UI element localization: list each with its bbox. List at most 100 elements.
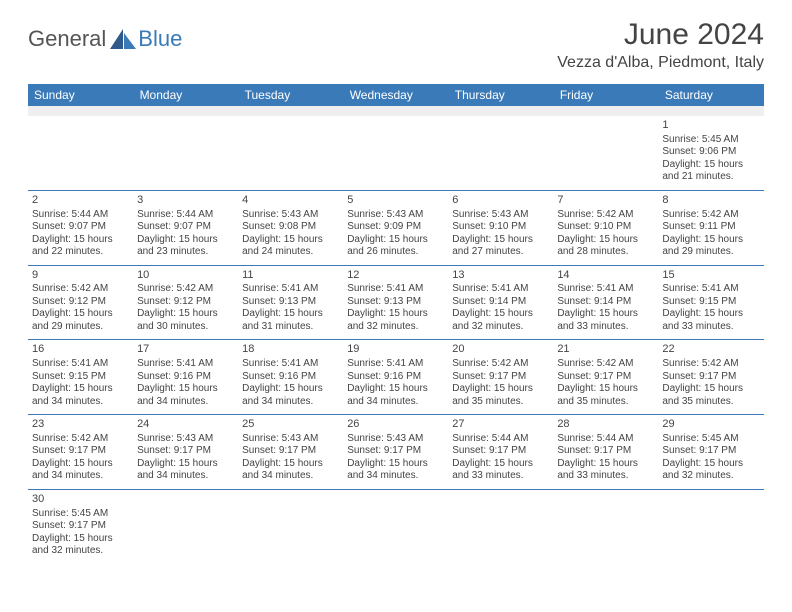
calendar-day-cell: 22Sunrise: 5:42 AMSunset: 9:17 PMDayligh… bbox=[658, 340, 763, 415]
calendar-day-cell bbox=[448, 116, 553, 190]
day-day1: Daylight: 15 hours bbox=[452, 308, 549, 321]
calendar-week-row: 16Sunrise: 5:41 AMSunset: 9:15 PMDayligh… bbox=[28, 340, 764, 415]
calendar-day-cell: 25Sunrise: 5:43 AMSunset: 9:17 PMDayligh… bbox=[238, 415, 343, 490]
calendar-day-cell: 5Sunrise: 5:43 AMSunset: 9:09 PMDaylight… bbox=[343, 190, 448, 265]
calendar-week-row: 30Sunrise: 5:45 AMSunset: 9:17 PMDayligh… bbox=[28, 489, 764, 563]
day-day1: Daylight: 15 hours bbox=[347, 308, 444, 321]
day-sunset: Sunset: 9:17 PM bbox=[452, 445, 549, 458]
calendar-day-cell: 17Sunrise: 5:41 AMSunset: 9:16 PMDayligh… bbox=[133, 340, 238, 415]
day-sunrise: Sunrise: 5:41 AM bbox=[347, 358, 444, 371]
day-day1: Daylight: 15 hours bbox=[662, 308, 759, 321]
day-sunset: Sunset: 9:07 PM bbox=[32, 221, 129, 234]
day-day2: and 29 minutes. bbox=[662, 246, 759, 259]
day-sunset: Sunset: 9:17 PM bbox=[137, 445, 234, 458]
calendar-day-cell: 21Sunrise: 5:42 AMSunset: 9:17 PMDayligh… bbox=[553, 340, 658, 415]
day-sunrise: Sunrise: 5:42 AM bbox=[32, 283, 129, 296]
day-day1: Daylight: 15 hours bbox=[32, 308, 129, 321]
logo-text-blue: Blue bbox=[138, 26, 182, 52]
day-sunrise: Sunrise: 5:41 AM bbox=[242, 283, 339, 296]
day-day1: Daylight: 15 hours bbox=[662, 159, 759, 172]
day-number: 23 bbox=[32, 418, 129, 432]
day-sunrise: Sunrise: 5:45 AM bbox=[662, 433, 759, 446]
day-number: 13 bbox=[452, 269, 549, 283]
weekday-header: Tuesday bbox=[238, 84, 343, 106]
day-sunset: Sunset: 9:06 PM bbox=[662, 146, 759, 159]
calendar-week-row: 23Sunrise: 5:42 AMSunset: 9:17 PMDayligh… bbox=[28, 415, 764, 490]
weekday-header: Friday bbox=[553, 84, 658, 106]
calendar-day-cell bbox=[133, 116, 238, 190]
day-number: 28 bbox=[557, 418, 654, 432]
day-sunset: Sunset: 9:17 PM bbox=[242, 445, 339, 458]
month-title: June 2024 bbox=[557, 18, 764, 52]
day-sunset: Sunset: 9:17 PM bbox=[662, 445, 759, 458]
day-day1: Daylight: 15 hours bbox=[137, 308, 234, 321]
day-day2: and 33 minutes. bbox=[557, 470, 654, 483]
day-sunrise: Sunrise: 5:45 AM bbox=[662, 134, 759, 147]
logo-text-general: General bbox=[28, 26, 106, 52]
day-number: 25 bbox=[242, 418, 339, 432]
weekday-header: Sunday bbox=[28, 84, 133, 106]
calendar-day-cell: 13Sunrise: 5:41 AMSunset: 9:14 PMDayligh… bbox=[448, 265, 553, 340]
day-sunrise: Sunrise: 5:42 AM bbox=[137, 283, 234, 296]
day-day2: and 22 minutes. bbox=[32, 246, 129, 259]
day-day1: Daylight: 15 hours bbox=[32, 383, 129, 396]
day-number: 22 bbox=[662, 343, 759, 357]
calendar-day-cell: 29Sunrise: 5:45 AMSunset: 9:17 PMDayligh… bbox=[658, 415, 763, 490]
day-day1: Daylight: 15 hours bbox=[347, 383, 444, 396]
day-sunset: Sunset: 9:17 PM bbox=[557, 371, 654, 384]
location: Vezza d'Alba, Piedmont, Italy bbox=[557, 54, 764, 72]
calendar-day-cell: 3Sunrise: 5:44 AMSunset: 9:07 PMDaylight… bbox=[133, 190, 238, 265]
day-number: 17 bbox=[137, 343, 234, 357]
day-day2: and 28 minutes. bbox=[557, 246, 654, 259]
day-day1: Daylight: 15 hours bbox=[662, 458, 759, 471]
day-sunset: Sunset: 9:08 PM bbox=[242, 221, 339, 234]
calendar-day-cell: 27Sunrise: 5:44 AMSunset: 9:17 PMDayligh… bbox=[448, 415, 553, 490]
calendar-day-cell: 19Sunrise: 5:41 AMSunset: 9:16 PMDayligh… bbox=[343, 340, 448, 415]
day-sunset: Sunset: 9:17 PM bbox=[662, 371, 759, 384]
day-sunrise: Sunrise: 5:41 AM bbox=[557, 283, 654, 296]
day-number: 15 bbox=[662, 269, 759, 283]
day-sunset: Sunset: 9:12 PM bbox=[32, 296, 129, 309]
day-day1: Daylight: 15 hours bbox=[242, 458, 339, 471]
weekday-header: Wednesday bbox=[343, 84, 448, 106]
day-sunrise: Sunrise: 5:43 AM bbox=[242, 433, 339, 446]
calendar-day-cell bbox=[238, 116, 343, 190]
day-day2: and 23 minutes. bbox=[137, 246, 234, 259]
calendar-day-cell: 30Sunrise: 5:45 AMSunset: 9:17 PMDayligh… bbox=[28, 489, 133, 563]
day-day1: Daylight: 15 hours bbox=[452, 383, 549, 396]
day-sunset: Sunset: 9:16 PM bbox=[242, 371, 339, 384]
calendar-day-cell: 4Sunrise: 5:43 AMSunset: 9:08 PMDaylight… bbox=[238, 190, 343, 265]
day-day2: and 32 minutes. bbox=[347, 321, 444, 334]
calendar-day-cell: 26Sunrise: 5:43 AMSunset: 9:17 PMDayligh… bbox=[343, 415, 448, 490]
day-sunrise: Sunrise: 5:42 AM bbox=[557, 209, 654, 222]
day-day1: Daylight: 15 hours bbox=[32, 234, 129, 247]
day-day2: and 34 minutes. bbox=[32, 396, 129, 409]
day-number: 18 bbox=[242, 343, 339, 357]
day-day2: and 29 minutes. bbox=[32, 321, 129, 334]
day-sunset: Sunset: 9:15 PM bbox=[662, 296, 759, 309]
day-number: 1 bbox=[662, 119, 759, 133]
day-day1: Daylight: 15 hours bbox=[32, 533, 129, 546]
calendar-day-cell bbox=[133, 489, 238, 563]
calendar-day-cell: 28Sunrise: 5:44 AMSunset: 9:17 PMDayligh… bbox=[553, 415, 658, 490]
day-sunset: Sunset: 9:17 PM bbox=[347, 445, 444, 458]
day-day2: and 27 minutes. bbox=[452, 246, 549, 259]
calendar-day-cell: 11Sunrise: 5:41 AMSunset: 9:13 PMDayligh… bbox=[238, 265, 343, 340]
day-number: 7 bbox=[557, 194, 654, 208]
day-number: 4 bbox=[242, 194, 339, 208]
day-day1: Daylight: 15 hours bbox=[137, 458, 234, 471]
weekday-header-row: Sunday Monday Tuesday Wednesday Thursday… bbox=[28, 84, 764, 106]
day-sunset: Sunset: 9:09 PM bbox=[347, 221, 444, 234]
day-number: 29 bbox=[662, 418, 759, 432]
day-sunset: Sunset: 9:17 PM bbox=[557, 445, 654, 458]
day-number: 8 bbox=[662, 194, 759, 208]
day-sunset: Sunset: 9:16 PM bbox=[347, 371, 444, 384]
title-block: June 2024 Vezza d'Alba, Piedmont, Italy bbox=[557, 18, 764, 72]
day-sunrise: Sunrise: 5:43 AM bbox=[347, 433, 444, 446]
day-sunrise: Sunrise: 5:43 AM bbox=[347, 209, 444, 222]
day-day2: and 34 minutes. bbox=[32, 470, 129, 483]
calendar-day-cell: 14Sunrise: 5:41 AMSunset: 9:14 PMDayligh… bbox=[553, 265, 658, 340]
day-day2: and 30 minutes. bbox=[137, 321, 234, 334]
day-day2: and 35 minutes. bbox=[452, 396, 549, 409]
day-number: 10 bbox=[137, 269, 234, 283]
